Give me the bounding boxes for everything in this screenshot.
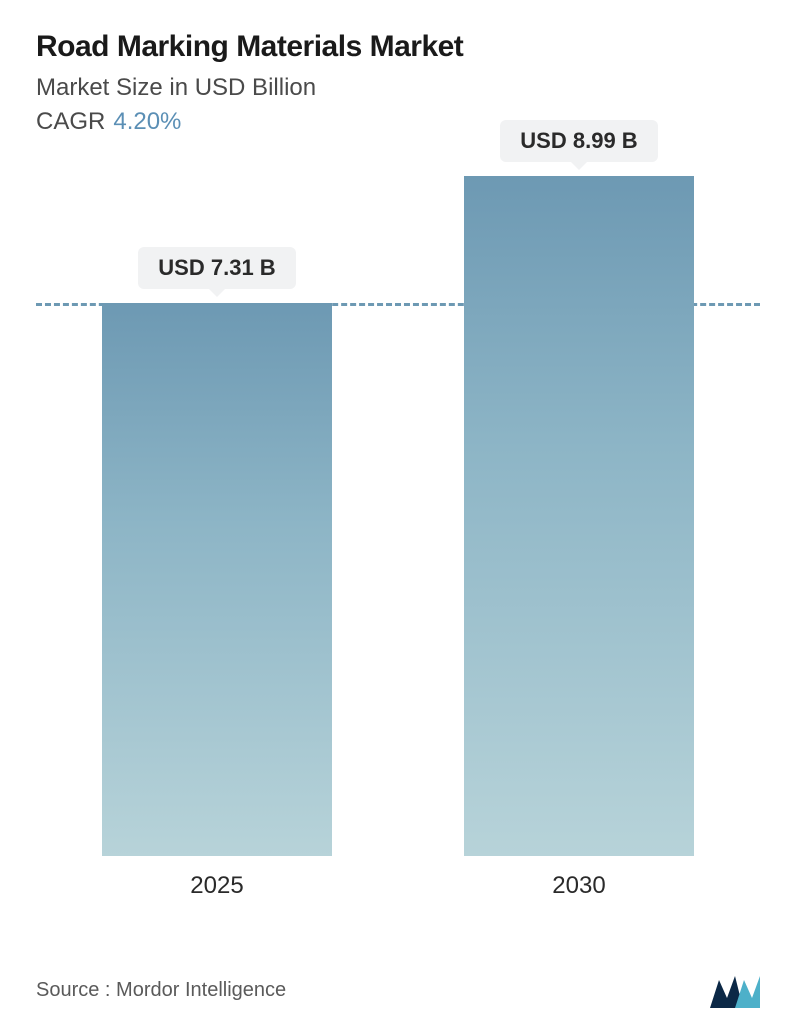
cagr-label: CAGR [36,108,105,135]
value-label-2030: USD 8.99 B [500,120,657,162]
year-label-2030: 2030 [464,872,694,900]
source-name: Mordor Intelligence [116,979,286,1001]
source-label: Source : [36,979,110,1001]
value-label-2025: USD 7.31 B [138,247,295,289]
chart-subtitle: Market Size in USD Billion [36,74,760,102]
bar-group-2025: USD 7.31 B2025 [102,247,332,856]
mordor-logo-icon [710,972,760,1008]
chart-title: Road Marking Materials Market [36,30,760,64]
source-text: Source : Mordor Intelligence [36,979,286,1002]
bar-group-2030: USD 8.99 B2030 [464,120,694,856]
footer: Source : Mordor Intelligence [36,972,760,1008]
cagr-value: 4.20% [113,108,181,135]
chart-area: USD 7.31 B2025USD 8.99 B2030 [36,176,760,916]
bars-container: USD 7.31 B2025USD 8.99 B2030 [36,176,760,856]
bar-2030 [464,176,694,856]
bar-2025 [102,303,332,856]
year-label-2025: 2025 [102,872,332,900]
